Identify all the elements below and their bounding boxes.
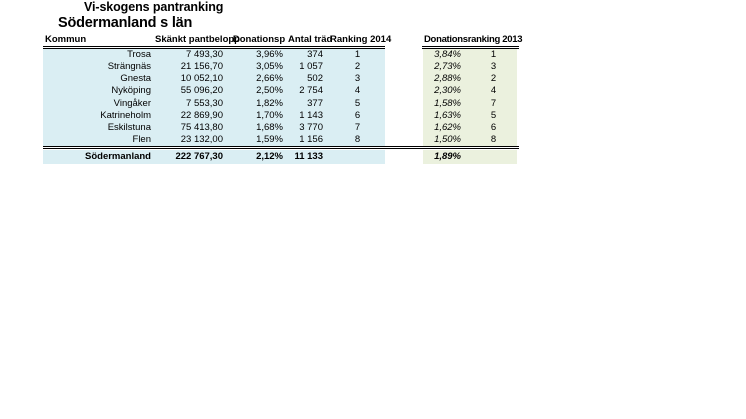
cell-kommun[interactable]: Eskilstuna xyxy=(107,121,151,133)
table-row: 1,63% 5 xyxy=(423,110,517,122)
cell-trees[interactable]: 1 156 xyxy=(299,133,323,145)
cell-rank[interactable]: 5 xyxy=(354,97,361,109)
table-row: 3,84% 1 xyxy=(423,49,517,61)
cell-rank[interactable]: 3 xyxy=(354,73,361,85)
cell-amount[interactable]: 7 553,30 xyxy=(186,97,223,109)
cell-rank-2013[interactable]: 2 xyxy=(490,73,497,85)
cell-trees[interactable]: 3 770 xyxy=(299,121,323,133)
double-rule-header-left xyxy=(43,46,385,49)
cell-percent-2013[interactable]: 1,50% xyxy=(434,133,461,145)
cell-amount[interactable]: 21 156,70 xyxy=(180,61,223,73)
region-title: Södermanland s län xyxy=(58,15,193,31)
cell-rank[interactable]: 7 xyxy=(354,121,361,133)
cell-rank-2013[interactable]: 3 xyxy=(490,61,497,73)
table-row: Vingåker 7 553,30 1,82% 377 5 xyxy=(43,98,385,110)
table-row: 2,73% 3 xyxy=(423,61,517,73)
left-table-header-row: Kommun Skänkt pantbelopp Donationsp Anta… xyxy=(43,34,392,46)
cell-total-percent[interactable]: 2,12% xyxy=(256,151,283,163)
cell-percent[interactable]: 1,70% xyxy=(256,109,283,121)
report-title: Vi-skogens pantranking xyxy=(84,0,224,14)
cell-rank[interactable]: 4 xyxy=(354,85,361,97)
header-trees: Antal träd xyxy=(288,34,333,45)
left-table-total-row: Södermanland 222 767,30 2,12% 11 133 xyxy=(43,150,385,164)
table-row: Nyköping 55 096,20 2,50% 2 754 4 xyxy=(43,85,385,97)
cell-percent[interactable]: 1,82% xyxy=(256,97,283,109)
cell-amount[interactable]: 22 869,90 xyxy=(180,109,223,121)
cell-trees[interactable]: 1 057 xyxy=(299,61,323,73)
cell-kommun[interactable]: Flen xyxy=(132,133,151,145)
cell-total-amount[interactable]: 222 767,30 xyxy=(175,151,223,163)
table-row: Eskilstuna 75 413,80 1,68% 3 770 7 xyxy=(43,122,385,134)
cell-percent[interactable]: 2,50% xyxy=(256,85,283,97)
cell-amount[interactable]: 55 096,20 xyxy=(180,85,223,97)
cell-trees[interactable]: 1 143 xyxy=(299,109,323,121)
right-table-total-row: 1,89% xyxy=(423,150,517,164)
cell-kommun[interactable]: Strängnäs xyxy=(107,61,151,73)
cell-percent-2013[interactable]: 2,30% xyxy=(434,85,461,97)
cell-kommun[interactable]: Gnesta xyxy=(120,73,151,85)
cell-amount[interactable]: 7 493,30 xyxy=(186,49,223,61)
table-row: 1,62% 6 xyxy=(423,122,517,134)
table-row: Flen 23 132,00 1,59% 1 156 8 xyxy=(43,134,385,146)
cell-percent-2013[interactable]: 1,63% xyxy=(434,109,461,121)
cell-percent-2013[interactable]: 2,88% xyxy=(434,73,461,85)
cell-percent-2013[interactable]: 2,73% xyxy=(434,61,461,73)
cell-kommun[interactable]: Nyköping xyxy=(111,85,151,97)
cell-kommun[interactable]: Trosa xyxy=(127,49,151,61)
cell-total-kommun[interactable]: Södermanland xyxy=(85,151,151,163)
table-row: Katrineholm 22 869,90 1,70% 1 143 6 xyxy=(43,110,385,122)
cell-amount[interactable]: 10 052,10 xyxy=(180,73,223,85)
cell-percent[interactable]: 1,68% xyxy=(256,121,283,133)
cell-percent[interactable]: 2,66% xyxy=(256,73,283,85)
cell-trees[interactable]: 2 754 xyxy=(299,85,323,97)
cell-trees[interactable]: 374 xyxy=(307,49,323,61)
header-donationsranking-2013: Donationsranking 2013 xyxy=(424,34,523,45)
left-table-body: Trosa 7 493,30 3,96% 374 1 Strängnäs 21 … xyxy=(43,49,385,146)
header-kommun: Kommun xyxy=(45,34,87,45)
cell-percent[interactable]: 3,05% xyxy=(256,61,283,73)
cell-total-percent-2013[interactable]: 1,89% xyxy=(434,151,461,163)
table-row: 1,50% 8 xyxy=(423,134,517,146)
cell-rank[interactable]: 2 xyxy=(354,61,361,73)
double-rule-total xyxy=(43,146,519,149)
cell-trees[interactable]: 377 xyxy=(307,97,323,109)
table-row: 2,88% 2 xyxy=(423,73,517,85)
cell-rank[interactable]: 1 xyxy=(354,49,361,61)
cell-rank-2013[interactable]: 8 xyxy=(490,133,497,145)
cell-percent[interactable]: 3,96% xyxy=(256,49,283,61)
cell-rank[interactable]: 8 xyxy=(354,133,361,145)
cell-rank-2013[interactable]: 4 xyxy=(490,85,497,97)
cell-rank[interactable]: 6 xyxy=(354,109,361,121)
cell-amount[interactable]: 23 132,00 xyxy=(180,133,223,145)
header-amount: Skänkt pantbelopp xyxy=(155,34,240,45)
cell-rank-2013[interactable]: 5 xyxy=(490,109,497,121)
right-table-body: 3,84% 1 2,73% 3 2,88% 2 2,30% 4 1,58% 7 … xyxy=(423,49,517,146)
cell-amount[interactable]: 75 413,80 xyxy=(180,121,223,133)
cell-percent-2013[interactable]: 3,84% xyxy=(434,49,461,61)
cell-percent-2013[interactable]: 1,62% xyxy=(434,121,461,133)
cell-rank-2013[interactable]: 7 xyxy=(490,97,497,109)
table-row: Strängnäs 21 156,70 3,05% 1 057 2 xyxy=(43,61,385,73)
table-row: 2,30% 4 xyxy=(423,85,517,97)
cell-total-trees[interactable]: 11 133 xyxy=(294,151,323,163)
double-rule-header-right xyxy=(422,46,519,49)
cell-rank-2013[interactable]: 1 xyxy=(490,49,497,61)
header-percent: Donationsp xyxy=(232,34,286,45)
table-row: Gnesta 10 052,10 2,66% 502 3 xyxy=(43,73,385,85)
cell-percent[interactable]: 1,59% xyxy=(256,133,283,145)
table-row: Trosa 7 493,30 3,96% 374 1 xyxy=(43,49,385,61)
cell-kommun[interactable]: Vingåker xyxy=(113,97,151,109)
cell-rank-2013[interactable]: 6 xyxy=(490,121,497,133)
cell-trees[interactable]: 502 xyxy=(307,73,323,85)
header-ranking-2014: Ranking 2014 xyxy=(330,34,392,45)
table-row: 1,58% 7 xyxy=(423,98,517,110)
cell-percent-2013[interactable]: 1,58% xyxy=(434,97,461,109)
cell-kommun[interactable]: Katrineholm xyxy=(100,109,151,121)
